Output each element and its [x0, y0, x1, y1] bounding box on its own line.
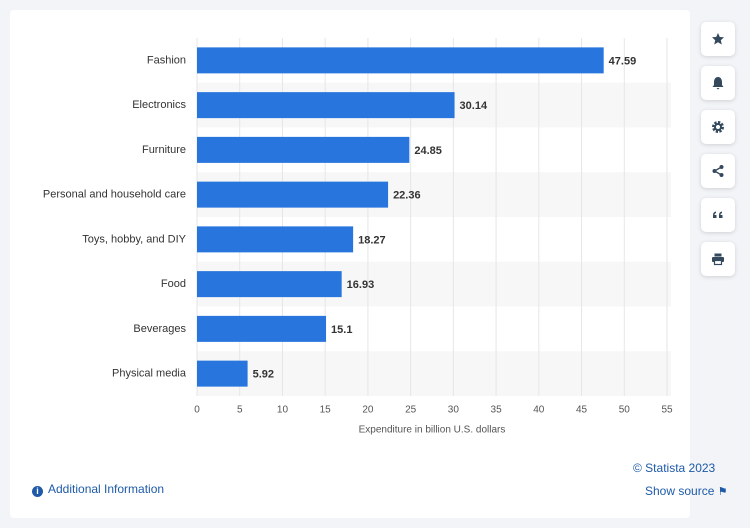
favorite-button[interactable]: [701, 22, 735, 56]
value-label: 22.36: [393, 190, 421, 202]
x-tick-label: 0: [194, 405, 200, 416]
category-label: Fashion: [147, 54, 186, 66]
category-label: Personal and household care: [43, 189, 186, 201]
x-tick-label: 25: [405, 405, 417, 416]
category-label: Electronics: [132, 99, 186, 111]
settings-button[interactable]: [701, 110, 735, 144]
additional-info-link[interactable]: i Additional Information: [32, 482, 164, 497]
value-label: 24.85: [414, 145, 442, 157]
value-label: 16.93: [347, 279, 375, 291]
notification-button[interactable]: [701, 66, 735, 100]
print-button[interactable]: [701, 242, 735, 276]
bar: [197, 136, 410, 163]
x-tick-label: 30: [448, 405, 460, 416]
x-tick-label: 50: [619, 405, 631, 416]
value-label: 15.1: [331, 324, 352, 336]
info-text: Additional Information: [48, 482, 165, 496]
cite-button[interactable]: [701, 198, 735, 232]
bar: [197, 181, 389, 208]
x-tick-label: 55: [661, 405, 673, 416]
x-tick-label: 35: [491, 405, 503, 416]
share-button[interactable]: [701, 154, 735, 188]
category-label: Furniture: [142, 144, 186, 156]
x-tick-label: 20: [362, 405, 374, 416]
x-tick-label: 10: [277, 405, 289, 416]
copyright-link[interactable]: © Statista 2023: [633, 461, 716, 475]
quote-icon: [713, 211, 723, 218]
star-icon: [712, 33, 724, 45]
x-tick-label: 5: [237, 405, 243, 416]
show-source-link[interactable]: Show source ⚑: [645, 484, 728, 498]
bar: [197, 315, 327, 342]
category-label: Food: [161, 278, 186, 290]
bar: [197, 92, 455, 119]
share-icon: [712, 165, 724, 177]
bar: [197, 360, 248, 387]
flag-icon: ⚑: [717, 486, 728, 498]
bar: [197, 226, 354, 253]
bar: [197, 271, 342, 298]
info-icon: i: [32, 486, 43, 497]
gear-icon: [712, 121, 724, 133]
category-label: Toys, hobby, and DIY: [82, 233, 186, 245]
row-band: [197, 351, 671, 396]
category-label: Beverages: [133, 323, 186, 335]
value-label: 5.92: [253, 369, 274, 381]
x-tick-label: 45: [576, 405, 588, 416]
bar: [197, 47, 604, 74]
category-label: Physical media: [112, 368, 187, 380]
x-tick-label: 40: [533, 405, 545, 416]
bell-icon: [712, 77, 724, 90]
value-label: 47.59: [609, 55, 637, 67]
print-icon: [712, 253, 724, 266]
x-axis-title: Expenditure in billion U.S. dollars: [359, 425, 506, 436]
value-label: 18.27: [358, 234, 386, 246]
value-label: 30.14: [460, 100, 488, 112]
source-text: Show source: [645, 484, 715, 498]
x-tick-label: 15: [320, 405, 332, 416]
